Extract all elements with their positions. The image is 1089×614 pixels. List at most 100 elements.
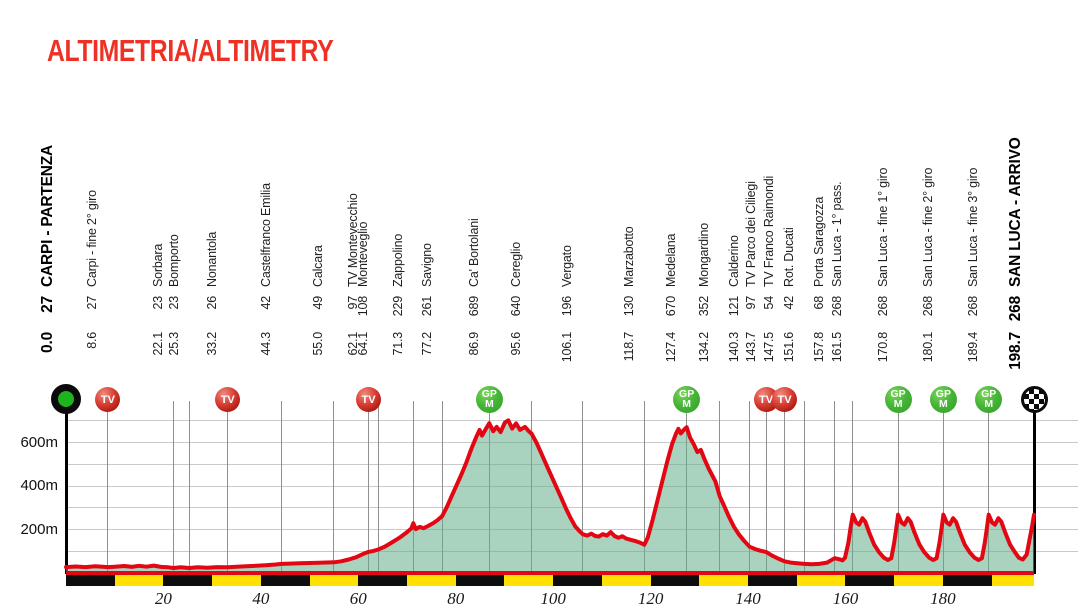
distance-bar-segment [796,575,846,586]
gridline-700m [66,420,1078,422]
waypoint-name: Vergato [560,245,575,287]
gpm-label-top: GP [981,388,997,400]
waypoint-pole-86.9 [488,401,490,574]
waypoint-label: 189.4 268 San Luca - fine 3° giro [966,168,981,376]
waypoint-km: 8.6 [85,332,100,349]
waypoint-pole-8.6 [107,401,109,574]
waypoint-km: 25.3 [166,332,181,356]
gpm-icon: GP M [475,386,503,413]
waypoint-km: 71.3 [390,332,405,356]
waypoint-elevation: 268 [830,296,845,317]
waypoint-pole-44.3 [281,401,283,574]
waypoint-km: 106.1 [560,332,575,363]
gpm-icon: GP M [929,386,957,413]
waypoint-elevation: 23 [151,296,166,310]
waypoint-elevation: 68 [812,296,827,310]
distance-bar-segment [650,575,700,586]
waypoint-km: 86.9 [466,332,481,356]
gpm-label-bottom: M [939,397,948,410]
x-tick-label-60: 60 [349,589,367,608]
waypoint-name: TV Franco Raimondi [762,175,777,287]
waypoint-name: Castelfranco Emilia [259,183,274,287]
y-tick-label-200m: 200m [20,520,58,538]
waypoint-elevation: 49 [311,296,326,310]
waypoint-label: 25.3 23 Bomporto [167,234,182,376]
start-icon [51,384,81,414]
distance-bar-segment [260,575,310,586]
gpm-label-bottom: M [484,397,494,410]
waypoint-elevation: 23 [166,296,181,310]
x-tick-label-160: 160 [832,589,859,608]
waypoint-name: TV Parco dei Ciliegi [743,181,758,287]
waypoint-km: 143.7 [743,332,758,363]
waypoint-name: Bomporto [166,234,181,287]
waypoint-km: 55.0 [311,332,326,356]
waypoint-elevation: 268 [875,296,890,317]
waypoint-elevation: 26 [205,296,220,310]
waypoint-label: 71.3 229 Zappolino [391,234,406,376]
waypoint-pole-161.5 [852,401,854,574]
distance-bar-segment [66,575,115,586]
waypoint-pole-180.1 [942,401,944,574]
waypoint-pole-147.5 [784,401,786,574]
gpm-icon: GP M [884,386,912,413]
waypoint-label: 170.8 268 San Luca - fine 1° giro [876,168,891,376]
waypoint-label: 127.4 670 Medelana [664,234,679,376]
page-title: ALTIMETRIA/ALTIMETRY [47,33,334,68]
waypoint-elevation: 196 [560,296,575,317]
waypoint-elevation: 352 [697,296,712,317]
waypoint-name: San Luca - fine 2° giro [920,167,935,287]
distance-bar-segment [163,575,213,586]
waypoint-pole-77.2 [441,401,443,574]
gpm-label-bottom: M [682,397,692,410]
waypoint-elevation: 689 [466,296,481,317]
waypoint-name: Calcara [311,245,326,287]
waypoint-elevation: 108 [355,296,370,317]
waypoint-name: Ca' Bortolani [466,218,481,287]
waypoint-pole-134.2 [719,401,721,574]
waypoint-pole-140.3 [748,401,750,574]
waypoint-km: 95.6 [509,332,524,356]
waypoint-pole-55.0 [333,401,335,574]
waypoint-pole-143.7 [765,401,767,574]
waypoint-elevation: 229 [390,296,405,317]
gpm-icon: GP M [975,386,1003,413]
waypoint-km: 140.3 [726,332,741,363]
finish-flag-icon [1020,386,1048,413]
waypoint-elevation: 27 [85,296,100,310]
waypoint-label: 180.1 268 San Luca - fine 2° giro [921,168,936,376]
waypoint-elevation: 130 [621,296,636,317]
x-axis-baseline [66,571,1034,575]
waypoint-name: CARPI - PARTENZA [39,144,56,287]
waypoint-label: 77.2 261 Savigno [420,243,435,376]
waypoint-pole-118.7 [643,401,645,574]
waypoint-name: San Luca - fine 3° giro [966,167,981,287]
waypoint-name: Marzabotto [621,226,636,287]
waypoint-label: 44.3 42 Castelfranco Emilia [259,183,274,376]
gpm-label-top: GP [481,388,497,400]
waypoint-label: 151.6 42 Rot. Ducati [782,227,797,376]
waypoint-label: 22.1 23 Sorbara [151,244,166,376]
waypoint-km: 134.2 [697,332,712,363]
distance-bar-segment [309,575,359,586]
waypoint-elevation: 268 [966,296,981,317]
distance-bar-segment [455,575,505,586]
waypoint-elevation: 268 [1007,296,1024,322]
x-tick-label-100: 100 [540,589,566,608]
waypoint-km: 198.7 [1007,332,1024,370]
x-tick-label-120: 120 [637,589,664,608]
y-tick-label-400m: 400m [20,477,58,494]
waypoint-name: Calderino [726,235,741,287]
tv-icon: TV [95,387,121,412]
tv-icon: TV [215,387,241,412]
waypoint-km: 77.2 [419,332,434,356]
waypoint-label: 0.0 27 CARPI - PARTENZA [39,145,57,376]
distance-bar-segment [358,575,407,586]
waypoint-elevation: 27 [39,296,56,313]
waypoint-name: Carpi - fine 2° giro [85,190,100,287]
gridline-100m [66,550,1078,552]
waypoint-name: Zappolino [390,233,405,287]
waypoint-elevation: 42 [782,296,797,310]
waypoint-pole-170.8 [897,401,899,574]
